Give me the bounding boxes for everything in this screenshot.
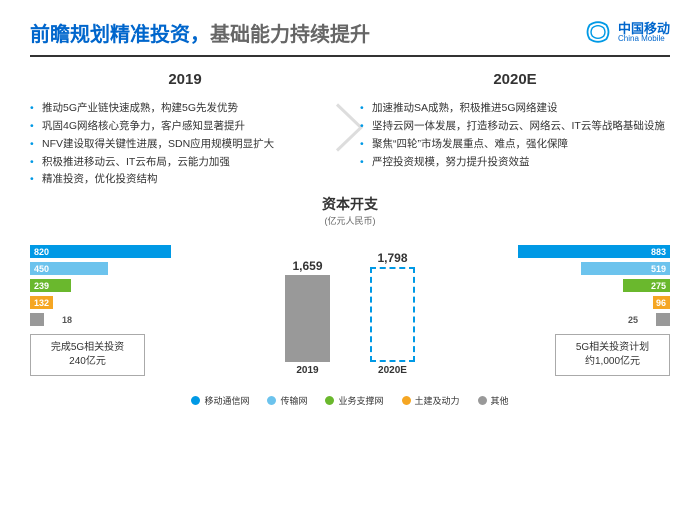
legend-item: 业务支撑网 (325, 394, 383, 407)
legend-box (191, 396, 200, 405)
bullet-item: 严控投资规模，努力提升投资效益 (360, 154, 670, 172)
legend-box (267, 396, 276, 405)
legend-box (325, 396, 334, 405)
hbar: 239 (30, 279, 71, 292)
hbar: 96 (653, 296, 670, 309)
hbar: 450 (30, 262, 108, 275)
legend-label: 土建及动力 (415, 394, 460, 407)
hbar: 883 (518, 245, 670, 258)
center-bars: 1,659 2019 1,798 2020E (185, 231, 515, 376)
bullet-item: 坚持云网一体发展，打造移动云、网络云、IT云等战略基础设施 (360, 118, 670, 136)
hbars-2020e: 883 519 275 96 25 (515, 245, 670, 326)
page-title: 前瞻规划精准投资，基础能力持续提升 (30, 18, 370, 47)
legend-label: 传输网 (280, 394, 307, 407)
legend-item: 移动通信网 (191, 394, 249, 407)
capex-title: 资本开支 (30, 194, 670, 214)
legend-label: 移动通信网 (204, 394, 249, 407)
bullet-item: 积极推进移动云、IT云布局，云能力加强 (30, 154, 340, 172)
note-2019: 完成5G相关投资 240亿元 (30, 334, 145, 376)
legend-item: 土建及动力 (402, 394, 460, 407)
bullet-item: NFV建设取得关键性进展，SDN应用规模明显扩大 (30, 136, 340, 154)
bullet-item: 加速推动SA成熟，积极推进5G网络建设 (360, 100, 670, 118)
bullet-item: 巩固4G网络核心竞争力，客户感知显著提升 (30, 118, 340, 136)
logo: 中国移动 China Mobile (584, 18, 670, 46)
divider (30, 55, 670, 57)
hbar: 132 (30, 296, 53, 309)
hbars-2019: 820 450 239 132 18 (30, 245, 185, 326)
legend-label: 业务支撑网 (338, 394, 383, 407)
legend-box (402, 396, 411, 405)
capex-subtitle: (亿元人民币) (30, 214, 670, 227)
year-2019: 2019 (30, 71, 340, 88)
vbar-label: 2020E (378, 365, 407, 376)
columns: 2019 推动5G产业链快速成熟，构建5G先发优势巩固4G网络核心竞争力，客户感… (30, 71, 670, 189)
bullets-2020e: 加速推动SA成熟，积极推进5G网络建设坚持云网一体发展，打造移动云、网络云、IT… (360, 100, 670, 171)
hbar: 18 (30, 313, 62, 326)
hbar: 820 (30, 245, 171, 258)
vbar-value: 1,798 (377, 251, 407, 265)
vbar-value: 1,659 (292, 259, 322, 273)
legend-item: 传输网 (267, 394, 307, 407)
vbar-wrap: 1,798 2020E (370, 251, 415, 376)
logo-en: China Mobile (618, 35, 670, 43)
logo-cn: 中国移动 (618, 22, 670, 35)
vbar (285, 275, 330, 363)
legend: 移动通信网 传输网 业务支撑网 土建及动力 其他 (30, 394, 670, 407)
bullet-item: 推动5G产业链快速成熟，构建5G先发优势 (30, 100, 340, 118)
year-2020e: 2020E (360, 71, 670, 88)
capex-section: 资本开支 (亿元人民币) 820 450 239 132 18 完成5G相关投资 240… (30, 194, 670, 407)
header: 前瞻规划精准投资，基础能力持续提升 中国移动 China Mobile (30, 18, 670, 47)
title-blue: 前瞻规划精准投资， (30, 24, 210, 46)
col-2020e: 2020E 加速推动SA成熟，积极推进5G网络建设坚持云网一体发展，打造移动云、… (360, 71, 670, 189)
col-2019: 2019 推动5G产业链快速成熟，构建5G先发优势巩固4G网络核心竞争力，客户感… (30, 71, 340, 189)
bullet-item: 聚焦“四轮”市场发展重点、难点，强化保障 (360, 136, 670, 154)
note-2020e: 5G相关投资计划 约1,000亿元 (555, 334, 670, 376)
title-gray: 基础能力持续提升 (210, 24, 370, 46)
hbar: 25 (638, 313, 670, 326)
legend-item: 其他 (478, 394, 509, 407)
chart-area: 82045023913218 完成5G相关投资 240亿元 1,65920191… (30, 231, 670, 376)
china-mobile-icon (584, 18, 612, 46)
vbar (370, 267, 415, 362)
hbar: 275 (623, 279, 670, 292)
legend-box (478, 396, 487, 405)
vbar-label: 2019 (296, 365, 318, 376)
vbar-wrap: 1,659 2019 (285, 259, 330, 377)
hbar: 519 (581, 262, 670, 275)
legend-label: 其他 (491, 394, 509, 407)
bullet-item: 精准投资，优化投资结构 (30, 171, 340, 189)
bullets-2019: 推动5G产业链快速成熟，构建5G先发优势巩固4G网络核心竞争力，客户感知显著提升… (30, 100, 340, 189)
